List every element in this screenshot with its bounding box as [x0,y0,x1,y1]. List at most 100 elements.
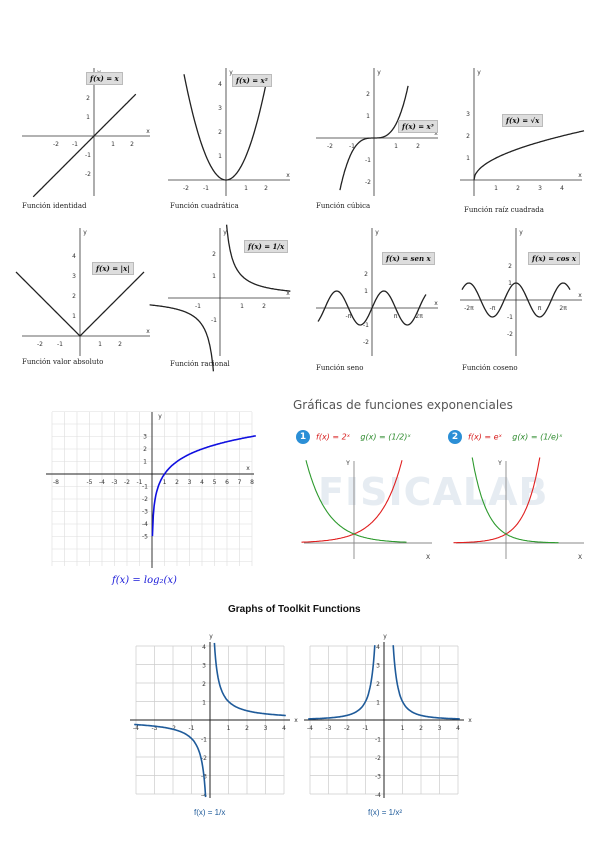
tick-label: 2 [262,303,266,310]
sine-function-graph: x y -π π 2π 2 1 -1 -2 f(x) = sen x Función seno [316,228,441,372]
identity-curve [32,93,137,198]
tick-label: 2 [364,271,368,278]
function-label: f(x) = sen x [382,252,435,265]
x-tick-label: -1 [363,725,369,732]
y-tick-label: 3 [376,663,380,670]
legend-number-badge: 2 [448,430,462,444]
tick-label: 1 [111,141,115,148]
toolkit-curve-right [213,642,286,717]
legend-number-badge: 1 [296,430,310,444]
y-tick-label: -5 [142,534,148,541]
toolkit-title: Graphs of Toolkit Functions [228,604,361,615]
function-label: f(x) = x³ [398,120,438,133]
toolkit-caption-1: f(x) = 1/x [194,808,226,817]
y-tick-label: 2 [202,681,206,688]
x-tick-label: 1 [227,725,231,732]
quadratic-function-graph: x y -2 -1 1 2 4 3 2 1 f(x) = x² Función cuadrátic… [168,68,293,210]
x-axis-label: x [578,172,582,179]
tick-label: 3 [218,105,222,112]
y-axis-label: y [83,229,87,236]
x-axis-label: x [246,465,250,472]
f-exp-curve [301,460,403,543]
graph-caption: Función raíz cuadrada [464,206,544,214]
graph-caption: Función seno [316,364,364,372]
tick-label: 2 [118,341,122,348]
tick-label: -2 [363,339,369,346]
exponential-section-title: Gráficas de funciones exponenciales [293,398,513,412]
toolkit-curve-right [392,645,460,720]
y-tick-label: 1 [376,700,380,707]
y-tick-label: -3 [375,774,381,781]
x-tick-label: 3 [438,725,442,732]
log2-curve [151,435,256,537]
tick-label: 2 [264,185,268,192]
tick-label: 2 [366,91,370,98]
x-axis-label: x [146,128,150,135]
tick-label: -1 [72,141,78,148]
x-tick-label: -2 [344,725,350,732]
x-tick-label: 1 [401,725,405,732]
y-axis-label: Y [497,460,502,467]
y-tick-label: -2 [142,496,148,503]
quadratic-curve [183,74,269,181]
y-axis-label: y [477,69,481,76]
toolkit-caption-2: f(x) = 1/x² [368,808,403,817]
tick-label: 1 [466,155,470,162]
x-tick-label: 3 [264,725,268,732]
legend-f: f(x) = 2ˣ [316,432,351,442]
y-axis-label: y [375,229,379,236]
legend-1: 1 f(x) = 2ˣ g(x) = (1/2)ˣ [296,430,411,444]
tick-label: -1 [57,341,63,348]
y-tick-label: 1 [202,700,206,707]
y-tick-label: -1 [375,737,381,744]
abs-curve [15,271,145,337]
x-tick-label: -1 [137,479,143,486]
legend-g: g(x) = (1/2)ˣ [360,432,411,442]
y-tick-label: -2 [201,755,207,762]
function-label: f(x) = x [86,72,123,85]
x-tick-label: 2 [419,725,423,732]
g-exp-curve [471,457,559,544]
y-axis-label: y [223,229,227,236]
toolkit-reciprocal-squared-graph: x y -4 -3 -2 -1 1 2 3 4 4 3 2 1 -1 -2 -3 -4 [302,622,472,799]
graph-caption: Función coseno [462,364,518,372]
y-tick-label: -4 [201,792,207,799]
rational-curve-pos [225,224,291,292]
tick-label: -2π [464,305,474,312]
tick-label: -2 [365,179,371,186]
x-tick-label: 4 [282,725,286,732]
x-axis-label: x [434,130,438,137]
x-tick-label: 8 [250,479,254,486]
y-tick-label: -4 [142,521,148,528]
x-axis-label: x [468,717,472,724]
tick-label: -1 [363,322,369,329]
tick-label: 3 [538,185,542,192]
x-tick-label: -4 [133,725,139,732]
cubic-curve [339,85,409,191]
y-tick-label: -1 [142,484,148,491]
x-tick-label: 2 [175,479,179,486]
x-tick-label: -3 [112,479,118,486]
y-tick-label: 4 [376,644,380,651]
tick-label: 1 [240,303,244,310]
y-axis-label: y [229,69,233,76]
tick-label: -2 [53,141,59,148]
y-tick-label: 3 [143,434,147,441]
tick-label: 2 [86,95,90,102]
x-tick-label: 4 [200,479,204,486]
log2-graph: x y -8 -5 -4 -3 -2 -1 1 2 3 4 5 6 7 8 3 2 1 -1 -2 -3 -4 -5 [42,410,262,570]
y-axis-label: y [519,229,523,236]
tick-label: 4 [72,253,76,260]
y-axis-label: Y [345,460,350,467]
tick-label: 1 [508,280,512,287]
tick-label: -2 [507,331,513,338]
absolute-value-function-graph: x y -2 -1 1 2 4 3 2 1 f(x) = |x| Función valor ab… [15,228,152,366]
rational-function-graph: x y -1 1 2 2 1 -1 f(x) = 1/x Función racional [149,224,293,372]
rational-curve-neg [149,304,215,372]
tick-label: -1 [85,152,91,159]
tick-label: -1 [365,157,371,164]
legend-2: 2 f(x) = eˣ g(x) = (1/e)ˣ [448,430,563,444]
tick-label: -2 [327,143,333,150]
y-tick-label: -1 [201,737,207,744]
